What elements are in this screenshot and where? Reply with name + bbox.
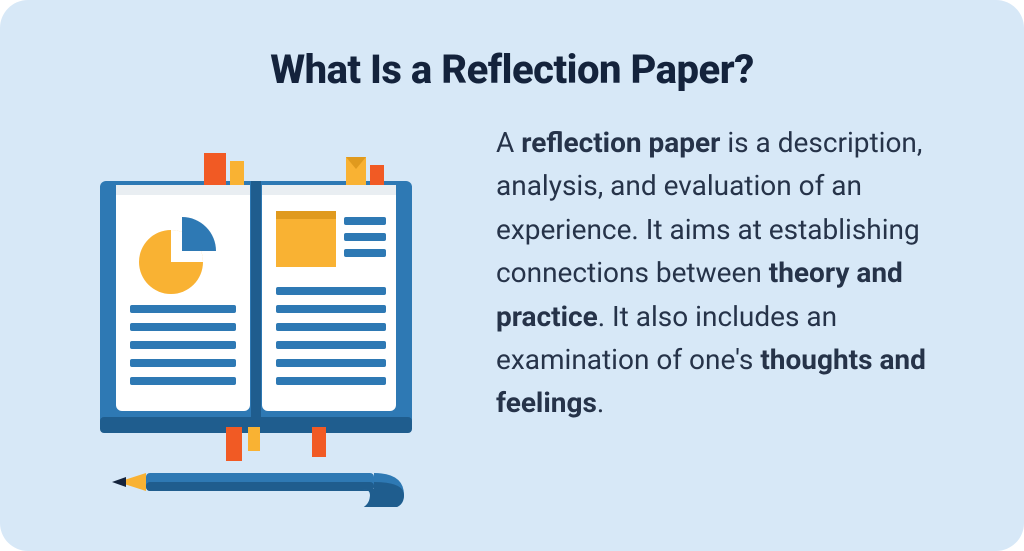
card-body-text: A reflection paper is a description, ana… <box>496 121 968 425</box>
text-span: . <box>597 386 604 419</box>
open-book-icon <box>76 127 436 507</box>
illustration-wrap <box>56 121 456 507</box>
info-card: What Is a Reflection Paper? A reflection… <box>0 0 1024 551</box>
card-title: What Is a Reflection Paper? <box>56 46 968 93</box>
text-span: A <box>496 126 521 159</box>
content-row: A reflection paper is a description, ana… <box>56 121 968 507</box>
bold-span: reflection paper <box>521 126 720 159</box>
